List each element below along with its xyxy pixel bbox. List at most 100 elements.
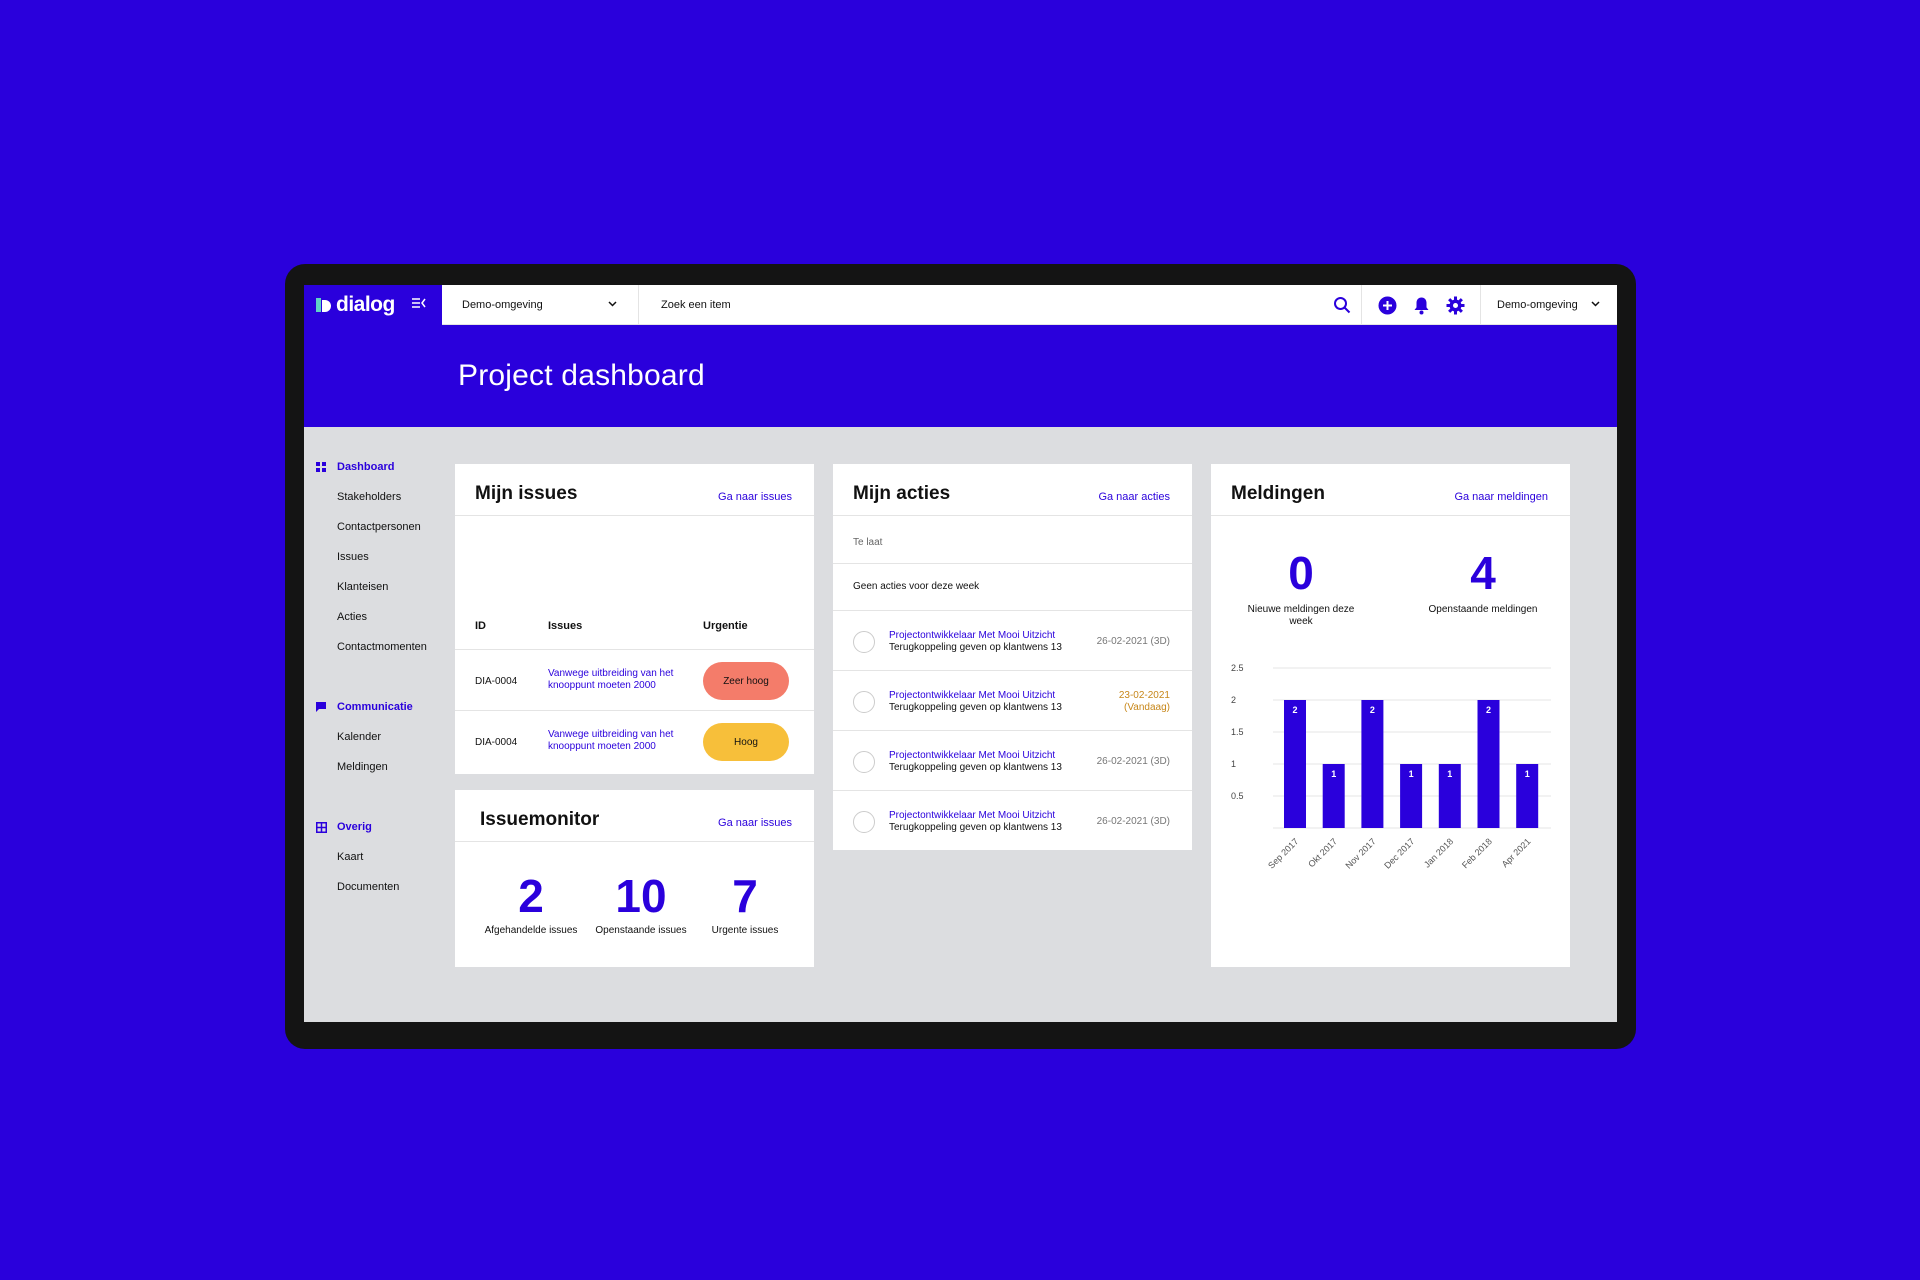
menu-collapse-icon[interactable]	[411, 296, 427, 313]
go-to-meldingen-link[interactable]: Ga naar meldingen	[1454, 491, 1548, 503]
issues-card: Mijn issues Ga naar issues ID Issues Urg…	[455, 464, 814, 774]
acties-card: Mijn acties Ga naar acties Te laat Geen …	[833, 464, 1192, 850]
list-item[interactable]: Projectontwikkelaar Met Mooi Uitzicht Te…	[833, 790, 1192, 850]
bar	[1438, 764, 1461, 828]
sidebar-item-documenten[interactable]: Documenten	[337, 881, 400, 893]
bar-value-label: 2	[1292, 705, 1297, 715]
environment-select-label: Demo-omgeving	[462, 299, 543, 311]
sidebar-item-communicatie[interactable]: Communicatie	[316, 701, 413, 713]
action-title[interactable]: Projectontwikkelaar Met Mooi Uitzicht	[889, 690, 1056, 701]
bar-value-label: 1	[1525, 769, 1530, 779]
sidebar-item-contactpersonen[interactable]: Contactpersonen	[337, 521, 421, 533]
x-tick-label: Okt 2017	[1306, 836, 1339, 869]
y-tick-label: 1.5	[1231, 727, 1244, 737]
urgent-issues-count: 7	[732, 870, 758, 922]
logo-icon	[316, 297, 332, 313]
x-tick-label: Feb 2018	[1460, 836, 1494, 870]
go-to-acties-link[interactable]: Ga naar acties	[1098, 491, 1170, 503]
card-title: Issuemonitor	[480, 809, 600, 830]
sidebar-item-kaart[interactable]: Kaart	[337, 851, 364, 863]
environment-select[interactable]: Demo-omgeving	[442, 285, 639, 325]
bar	[1322, 764, 1345, 828]
go-to-issues-link[interactable]: Ga naar issues	[718, 491, 792, 503]
sidebar-item-kalender[interactable]: Kalender	[337, 731, 382, 743]
go-to-issues-link[interactable]: Ga naar issues	[718, 817, 792, 829]
card-title: Meldingen	[1231, 483, 1325, 504]
y-tick-label: 2.5	[1231, 664, 1244, 673]
bar	[1516, 764, 1539, 828]
table-row[interactable]: DIA-0004 Vanwege uitbreiding van het kno…	[455, 710, 814, 771]
list-item[interactable]: Projectontwikkelaar Met Mooi Uitzicht Te…	[833, 610, 1192, 670]
list-item[interactable]: Projectontwikkelaar Met Mooi Uitzicht Te…	[833, 670, 1192, 730]
column-header: Urgentie	[703, 620, 748, 632]
action-title[interactable]: Projectontwikkelaar Met Mooi Uitzicht	[889, 750, 1056, 761]
list-item[interactable]: Projectontwikkelaar Met Mooi Uitzicht Te…	[833, 730, 1192, 790]
complete-checkbox[interactable]	[853, 631, 875, 653]
user-menu[interactable]: Demo-omgeving	[1481, 285, 1617, 325]
column-header: ID	[475, 620, 486, 632]
issuemonitor-card: Issuemonitor Ga naar issues 2 Afgehandel…	[455, 790, 814, 967]
new-notifications-count: 0	[1288, 547, 1314, 599]
complete-checkbox[interactable]	[853, 691, 875, 713]
table-icon	[316, 822, 327, 833]
action-description: Terugkoppeling geven op klantwens 13	[889, 822, 1062, 833]
complete-checkbox[interactable]	[853, 751, 875, 773]
sidebar-item-dashboard[interactable]: Dashboard	[316, 461, 394, 473]
sidebar-item-klanteisen[interactable]: Klanteisen	[337, 581, 389, 593]
sidebar-item-label: Communicatie	[337, 701, 413, 713]
card-header: Issuemonitor Ga naar issues	[455, 790, 814, 842]
bell-icon[interactable]	[1413, 296, 1430, 320]
issue-link[interactable]: Vanwege uitbreiding van het knooppunt mo…	[548, 729, 674, 752]
action-date: 23-02-2021 (Vandaag)	[1119, 690, 1170, 714]
table-row[interactable]: DIA-0004 Vanwege uitbreiding van het kno…	[455, 649, 814, 710]
urgency-badge: Hoog	[703, 723, 789, 761]
open-notifications-count: 4	[1470, 547, 1496, 599]
x-tick-label: Sep 2017	[1266, 836, 1300, 870]
page-title: Project dashboard	[458, 359, 705, 392]
urgency-badge: Zeer hoog	[703, 662, 789, 700]
logo[interactable]: dialog	[304, 285, 442, 325]
sidebar-item-meldingen[interactable]: Meldingen	[337, 761, 388, 773]
bar	[1477, 700, 1500, 828]
search-input[interactable]	[661, 299, 1261, 311]
resolved-issues-label: Afgehandelde issues	[484, 925, 578, 936]
urgent-issues-label: Urgente issues	[711, 925, 779, 936]
sidebar-item-stakeholders[interactable]: Stakeholders	[337, 491, 402, 503]
search-bar	[639, 285, 1361, 325]
sidebar-item-issues[interactable]: Issues	[337, 551, 369, 563]
chat-icon	[316, 702, 326, 712]
action-date-value: 23-02-2021	[1118, 690, 1170, 701]
x-tick-label: Nov 2017	[1343, 836, 1377, 870]
sidebar-item-acties[interactable]: Acties	[337, 611, 367, 623]
top-bar: dialog Demo-omgeving	[304, 285, 1617, 325]
action-title[interactable]: Projectontwikkelaar Met Mooi Uitzicht	[889, 630, 1056, 641]
chevron-down-icon	[607, 298, 618, 312]
meldingen-card: Meldingen Ga naar meldingen 0 Nieuwe mel…	[1211, 464, 1570, 967]
notifications-chart: 0.5 1 1.5 2 2.5 2 Sep 2017 1 Okt 2017 2 Nov 2017 1 D…	[1231, 664, 1551, 871]
add-icon[interactable]	[1378, 296, 1397, 320]
bar	[1361, 700, 1384, 828]
card-header: Mijn acties Ga naar acties	[833, 464, 1192, 516]
logo-text: dialog	[336, 293, 395, 316]
gear-icon[interactable]	[1446, 296, 1465, 320]
column-header: Issues	[548, 620, 583, 632]
search-icon[interactable]	[1333, 296, 1351, 317]
action-title[interactable]: Projectontwikkelaar Met Mooi Uitzicht	[889, 810, 1056, 821]
complete-checkbox[interactable]	[853, 811, 875, 833]
issue-id: DIA-0004	[475, 737, 518, 748]
sidebar-item-contactmomenten[interactable]: Contactmomenten	[337, 641, 427, 653]
x-tick-label: Dec 2017	[1382, 836, 1416, 870]
action-date-today: (Vandaag)	[1124, 702, 1170, 713]
late-section-label: Te laat	[853, 537, 883, 548]
bar	[1284, 700, 1306, 828]
bar-value-label: 2	[1370, 705, 1375, 715]
issue-link[interactable]: Vanwege uitbreiding van het knooppunt mo…	[548, 668, 674, 691]
sidebar-item-overig[interactable]: Overig	[316, 821, 372, 833]
bar	[1400, 764, 1423, 828]
card-title: Mijn issues	[475, 483, 578, 504]
sidebar: Dashboard Stakeholders Contactpersonen I…	[304, 427, 444, 987]
y-tick-label: 0.5	[1231, 791, 1244, 801]
sidebar-item-label: Overig	[337, 821, 372, 833]
bar-value-label: 1	[1447, 769, 1452, 779]
user-menu-label: Demo-omgeving	[1497, 299, 1578, 311]
